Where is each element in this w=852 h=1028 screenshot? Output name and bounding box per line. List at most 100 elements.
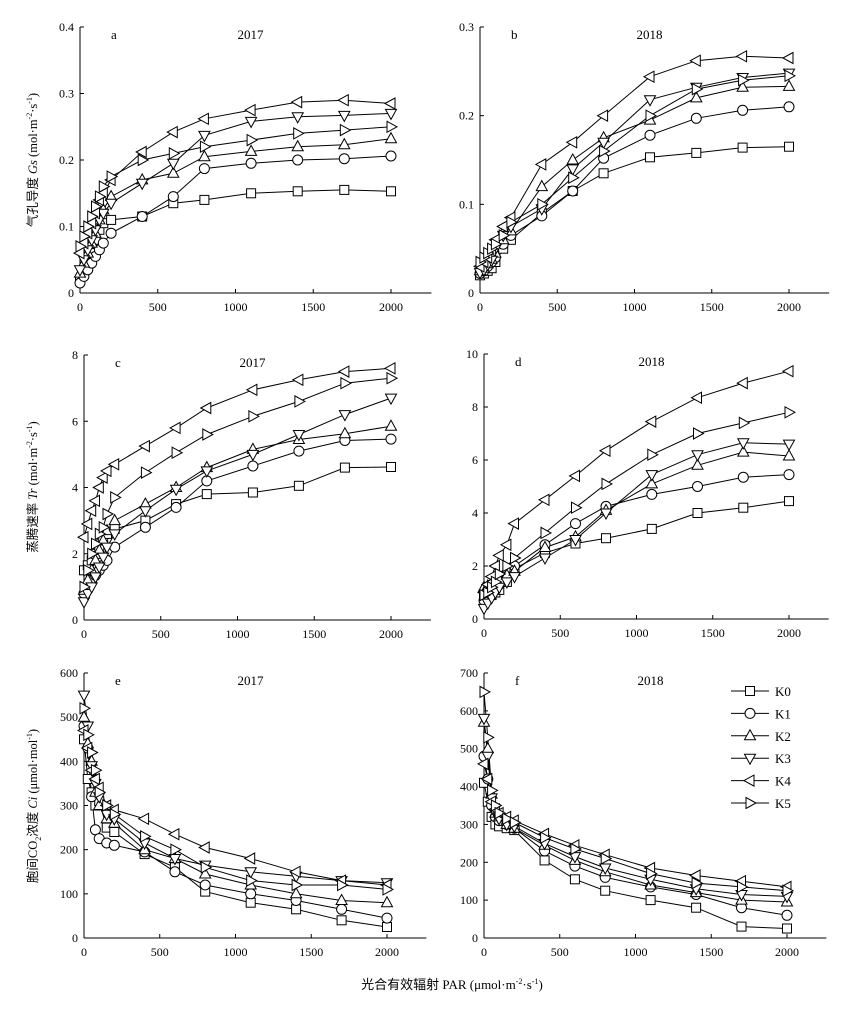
- point-K4: [645, 415, 657, 428]
- point-K0: [245, 897, 256, 908]
- point-K2: [338, 138, 351, 150]
- panel-a: 0 0.1 0.2 0.3 0.4 0 500 1000 1500 2000 a 2017: [59, 20, 432, 314]
- point-K5: [479, 685, 491, 698]
- x-tick-label: 0: [81, 945, 87, 959]
- legend-marker: [744, 707, 756, 719]
- y-tick-label: 2: [72, 547, 78, 561]
- point-K2: [566, 153, 579, 165]
- x-tick-label: 0: [77, 300, 83, 314]
- legend-marker: [745, 797, 757, 809]
- y-tick-label: 6: [472, 453, 478, 467]
- panel-letter: c: [115, 355, 121, 370]
- point-K1: [169, 866, 181, 878]
- legend-marker: [745, 686, 755, 696]
- y-tick-label: 400: [460, 780, 478, 794]
- point-K5: [248, 410, 260, 423]
- point-K5: [199, 140, 211, 153]
- point-K5: [171, 446, 183, 459]
- x-tick-label: 1500: [700, 300, 724, 314]
- y-tick-label: 4: [72, 481, 78, 495]
- x-tick-label: 500: [548, 300, 566, 314]
- point-K2: [108, 514, 121, 526]
- point-K1: [139, 521, 151, 533]
- point-K0: [291, 904, 302, 915]
- point-K0: [247, 487, 258, 498]
- point-K4: [246, 383, 258, 396]
- y-tick-label: 0: [68, 286, 74, 300]
- y-tick-label: 0.1: [59, 220, 74, 234]
- panel-letter: a: [111, 27, 117, 42]
- point-K4: [77, 531, 89, 544]
- y-tick-label: 400: [60, 754, 78, 768]
- point-K0: [386, 186, 396, 197]
- point-K1: [292, 154, 304, 166]
- y-tick-label: 100: [60, 887, 78, 901]
- point-K4: [500, 538, 512, 551]
- point-K5: [784, 406, 796, 419]
- x-tick-label: 2000: [775, 945, 799, 959]
- point-K3: [539, 553, 551, 565]
- point-K2: [245, 144, 258, 156]
- y-tick-label: 8: [472, 400, 478, 414]
- x-tick-label: 0: [481, 626, 487, 640]
- series-line-K1: [83, 725, 388, 919]
- y-tick-label: 0.4: [59, 20, 74, 34]
- x-tick-label: 1000: [224, 945, 248, 959]
- x-tick-label: 1000: [224, 300, 248, 314]
- point-K3: [338, 410, 351, 422]
- x-tick-label: 2000: [375, 945, 399, 959]
- point-K2: [783, 79, 795, 91]
- series-line-K3: [483, 718, 788, 897]
- point-K0: [293, 480, 304, 491]
- point-K4: [782, 52, 794, 64]
- y-tick-label: 100: [460, 893, 478, 907]
- y-tick-label: 600: [60, 666, 78, 680]
- point-K1: [105, 227, 117, 239]
- point-K4: [291, 96, 303, 109]
- y-tick-label: 0: [72, 613, 78, 627]
- point-K3: [783, 439, 795, 451]
- point-K4: [244, 104, 256, 117]
- point-K5: [202, 428, 214, 441]
- series-line-K3: [479, 72, 790, 274]
- panel-letter: e: [115, 673, 121, 688]
- point-K0: [199, 194, 210, 205]
- point-K1: [167, 191, 179, 203]
- point-K2: [291, 140, 304, 152]
- point-K5: [386, 120, 398, 133]
- point-K0: [737, 142, 748, 153]
- point-K1: [570, 518, 581, 530]
- point-K1: [336, 903, 348, 915]
- point-K1: [737, 471, 749, 483]
- point-K3: [198, 130, 211, 142]
- point-K0: [292, 186, 303, 197]
- point-K0: [692, 508, 703, 518]
- point-K1: [245, 157, 257, 169]
- point-K0: [600, 885, 611, 896]
- point-K4: [736, 377, 748, 390]
- series-line-K1: [83, 438, 392, 594]
- point-K1: [293, 445, 305, 457]
- point-K0: [201, 489, 212, 500]
- point-K1: [199, 879, 211, 891]
- point-K4: [736, 50, 748, 63]
- point-K1: [385, 433, 397, 445]
- point-K5: [738, 416, 750, 429]
- x-tick-label: 1000: [226, 627, 250, 641]
- y-tick-label: 10: [466, 347, 478, 361]
- point-K5: [647, 448, 659, 461]
- point-K1: [692, 481, 703, 492]
- point-K1: [245, 888, 257, 900]
- y-tick-label: 600: [460, 704, 478, 718]
- series-line-K5: [83, 708, 388, 890]
- point-K4: [782, 365, 794, 378]
- point-K5: [168, 147, 180, 160]
- series-line-K0: [79, 189, 392, 280]
- point-K4: [166, 126, 178, 139]
- point-K4: [337, 94, 349, 107]
- series-line-K5: [479, 75, 790, 263]
- point-K1: [381, 912, 393, 924]
- panel-letter: d: [515, 354, 522, 369]
- y-tick-label: 0.3: [459, 20, 474, 34]
- point-K3: [291, 112, 304, 124]
